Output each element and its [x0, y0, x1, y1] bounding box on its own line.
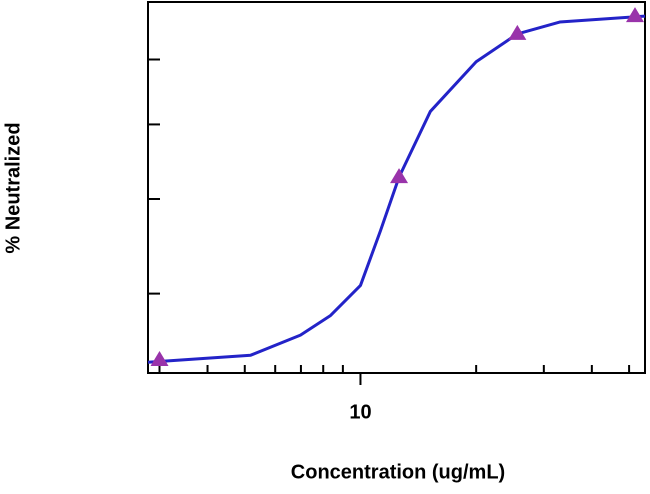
- data-point: [508, 24, 527, 40]
- data-point: [150, 351, 169, 367]
- data-point: [390, 168, 409, 184]
- x-tick-label: 10: [349, 401, 371, 423]
- fit-curve: [147, 14, 646, 364]
- data-point: [625, 7, 644, 23]
- plot-frame: [147, 1, 646, 374]
- y-axis-title: % Neutralized: [2, 122, 24, 253]
- x-axis-title: Concentration (ug/mL): [291, 461, 505, 483]
